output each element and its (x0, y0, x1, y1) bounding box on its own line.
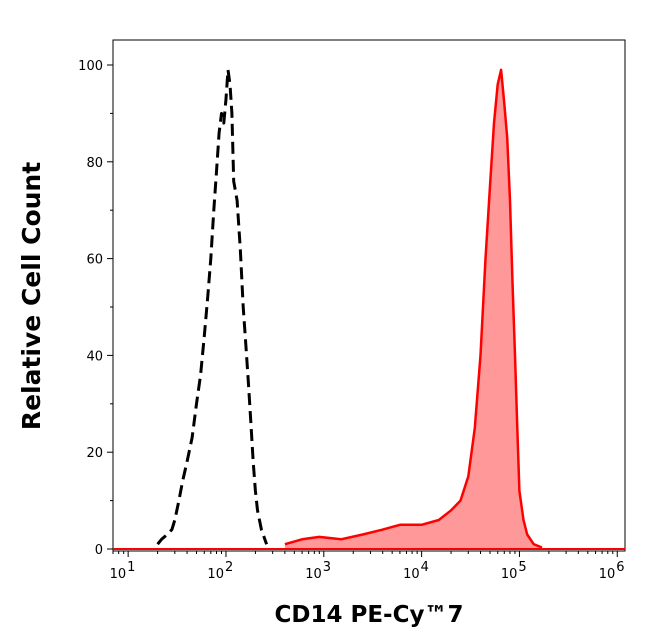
y-tick-label: 0 (95, 543, 103, 558)
y-tick-label: 60 (86, 253, 103, 268)
y-tick-label: 100 (78, 59, 103, 74)
x-tick-exponent: 5 (518, 560, 526, 575)
x-tick-base: 10 (599, 567, 616, 582)
x-tick-base: 10 (501, 567, 518, 582)
series-area-1 (284, 69, 542, 550)
series-layer (113, 68, 625, 550)
y-tick-label: 40 (86, 349, 103, 364)
plot-frame (112, 39, 626, 552)
x-tick-base: 10 (207, 567, 224, 582)
x-tick-base: 10 (305, 567, 322, 582)
x-tick-label: 10 4 (403, 560, 429, 582)
x-tick-exponent: 6 (616, 560, 624, 575)
x-tick-label: 10 1 (110, 560, 136, 582)
x-tick-exponent: 2 (225, 560, 233, 575)
y-tick-label: 20 (86, 446, 103, 461)
x-tick-exponent: 4 (421, 560, 429, 575)
x-tick-label: 10 5 (501, 560, 527, 582)
series-line-0 (156, 68, 269, 546)
x-tick-exponent: 3 (323, 560, 331, 575)
y-axis-title: Relative Cell Count (17, 162, 46, 430)
y-tick-label: 80 (86, 156, 103, 171)
x-axis-title: CD14 PE-Cy™7 (275, 602, 464, 628)
x-tick-label: 10 6 (599, 560, 625, 582)
x-tick-base: 10 (110, 567, 127, 582)
x-tick-label: 10 2 (207, 560, 233, 582)
x-tick-exponent: 1 (127, 560, 135, 575)
x-tick-label: 10 3 (305, 560, 331, 582)
x-tick-base: 10 (403, 567, 420, 582)
series-line-1 (284, 68, 543, 549)
